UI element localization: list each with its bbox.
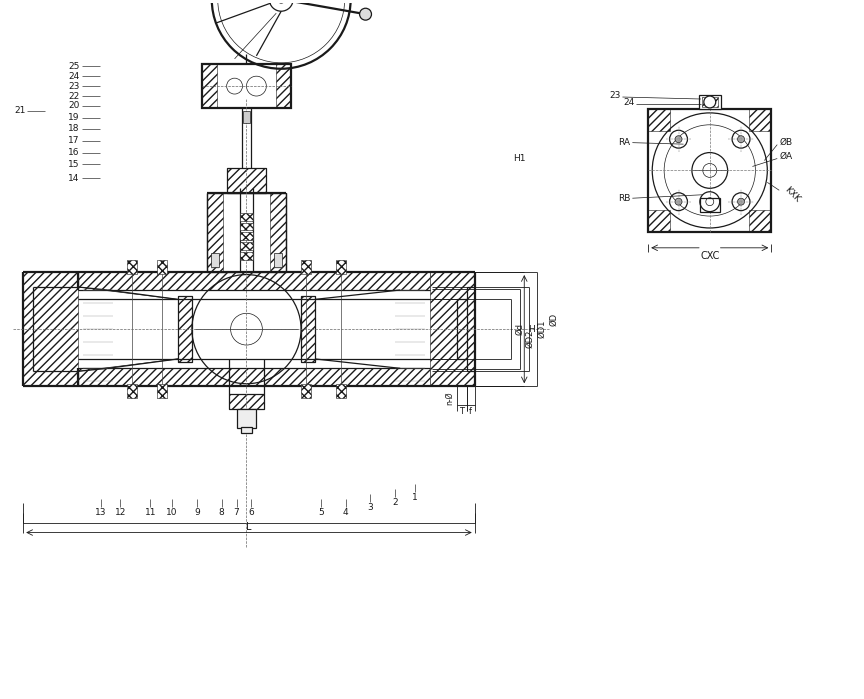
Bar [206, 193, 286, 272]
Bar [301, 296, 315, 362]
Bar [226, 168, 266, 193]
Bar [301, 260, 311, 274]
Text: 4: 4 [343, 508, 348, 517]
Bar [226, 168, 266, 193]
Bar [239, 212, 253, 220]
Text: n-Ø: n-Ø [445, 391, 454, 405]
Bar [157, 260, 167, 274]
Bar [239, 243, 253, 250]
Text: KXK: KXK [783, 185, 802, 203]
Text: ØD: ØD [549, 312, 558, 326]
Bar [178, 296, 192, 362]
Text: RB: RB [618, 194, 631, 203]
Bar [270, 193, 286, 272]
Text: 3: 3 [367, 503, 373, 512]
Text: 24: 24 [623, 99, 634, 108]
Text: 23: 23 [68, 82, 79, 91]
Circle shape [738, 199, 745, 205]
Text: ØD1: ØD1 [537, 320, 546, 338]
Bar [211, 253, 219, 267]
Text: 15: 15 [68, 160, 79, 169]
Bar [202, 64, 217, 108]
Text: 9: 9 [194, 508, 200, 517]
Bar [700, 198, 720, 212]
Bar [699, 95, 721, 109]
Bar [157, 384, 167, 398]
Text: RA: RA [619, 138, 631, 147]
Bar [274, 253, 283, 267]
Bar [229, 394, 264, 408]
Text: CXC: CXC [700, 251, 720, 261]
Bar [240, 427, 252, 433]
Bar [78, 368, 430, 387]
Text: 13: 13 [95, 508, 106, 517]
Text: H1: H1 [513, 154, 526, 163]
Text: L: L [246, 521, 251, 531]
Bar [127, 260, 137, 274]
Text: 14: 14 [68, 174, 79, 183]
Bar [336, 260, 346, 274]
Text: 7: 7 [233, 508, 239, 517]
Text: Ød: Ød [515, 323, 524, 335]
Text: 6: 6 [249, 508, 254, 517]
Text: 25: 25 [68, 62, 79, 71]
Text: 5: 5 [318, 508, 324, 517]
Bar [237, 408, 257, 428]
Text: 12: 12 [115, 508, 126, 517]
Bar [336, 384, 346, 398]
Text: 1: 1 [412, 493, 418, 503]
Bar [648, 210, 670, 232]
Text: 18: 18 [68, 124, 79, 134]
Text: 19: 19 [68, 113, 79, 122]
Text: 8: 8 [219, 508, 225, 517]
Bar [78, 272, 430, 290]
Text: 11: 11 [144, 508, 156, 517]
Text: ØD2: ØD2 [525, 330, 534, 348]
Text: H: H [528, 324, 535, 333]
Text: 24: 24 [68, 72, 79, 80]
Bar [648, 109, 670, 131]
Text: 20: 20 [68, 101, 79, 110]
Text: 2: 2 [392, 498, 398, 507]
Bar [749, 109, 772, 131]
Text: f: f [469, 407, 473, 415]
Bar [648, 109, 772, 232]
Bar [202, 64, 291, 108]
Bar [243, 111, 251, 123]
Bar [301, 296, 315, 362]
Text: T: T [460, 407, 464, 415]
Bar [229, 394, 264, 408]
Bar [178, 296, 192, 362]
Bar [430, 272, 474, 387]
Bar [702, 97, 718, 107]
Text: 23: 23 [609, 91, 620, 99]
Circle shape [738, 136, 745, 143]
Bar [206, 193, 223, 272]
Bar [239, 252, 253, 260]
Text: 10: 10 [167, 508, 178, 517]
Text: ØA: ØA [779, 152, 792, 161]
Text: 16: 16 [68, 148, 79, 157]
Bar [239, 222, 253, 231]
Text: 17: 17 [68, 136, 79, 145]
Bar [301, 384, 311, 398]
Text: 21: 21 [14, 106, 25, 115]
Bar [749, 210, 772, 232]
Bar [239, 233, 253, 240]
Circle shape [704, 96, 715, 108]
Bar [23, 272, 78, 387]
Bar [127, 384, 137, 398]
Circle shape [675, 199, 682, 205]
Bar [276, 64, 291, 108]
Text: 22: 22 [68, 92, 79, 101]
Text: ØB: ØB [779, 138, 792, 147]
Circle shape [359, 8, 372, 20]
Circle shape [675, 136, 682, 143]
